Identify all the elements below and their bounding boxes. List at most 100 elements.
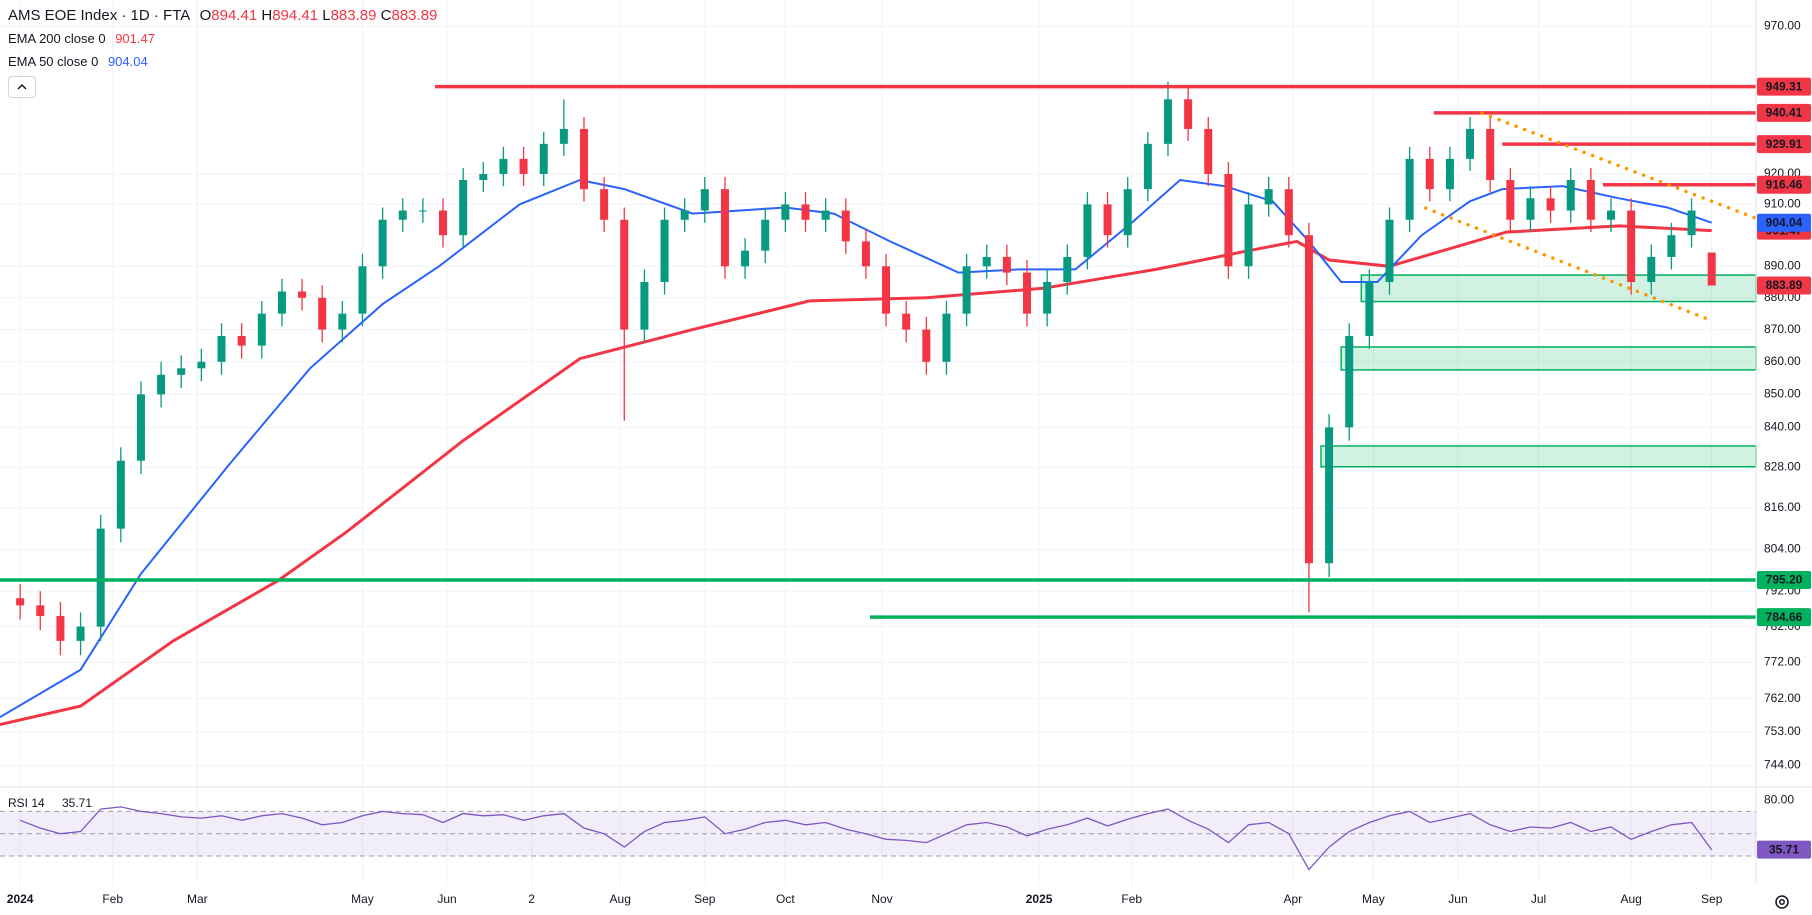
candle-body bbox=[1083, 204, 1092, 257]
candle-body bbox=[519, 158, 528, 174]
candle-body bbox=[1586, 180, 1595, 220]
candle-body bbox=[1486, 128, 1495, 181]
candle-body bbox=[358, 266, 367, 314]
x-tick-label: May bbox=[1362, 892, 1385, 906]
x-tick-label: Jul bbox=[1531, 892, 1546, 906]
candle-body bbox=[1445, 158, 1454, 190]
y-tick-label: 80.00 bbox=[1764, 792, 1794, 806]
candle-body bbox=[1143, 143, 1152, 190]
candle-body bbox=[761, 219, 770, 251]
candle-body bbox=[579, 128, 588, 190]
x-tick-label: Nov bbox=[871, 892, 892, 906]
candle-body bbox=[700, 189, 709, 211]
x-tick-label: Sep bbox=[1701, 892, 1723, 906]
candle-body bbox=[36, 605, 45, 616]
candle-body bbox=[177, 368, 186, 375]
candle-body bbox=[1385, 219, 1394, 282]
rsi-name: RSI 14 bbox=[8, 796, 45, 810]
candle-body bbox=[922, 329, 931, 362]
candle-body bbox=[439, 210, 448, 236]
candle-body bbox=[1526, 198, 1535, 220]
x-tick-label: Jun bbox=[1448, 892, 1467, 906]
candle-body bbox=[398, 210, 407, 220]
price-label-box bbox=[1757, 135, 1811, 154]
y-tick-label: 850.00 bbox=[1764, 387, 1801, 401]
chevron-icon bbox=[17, 83, 27, 90]
candle-body bbox=[902, 313, 911, 330]
x-tick-label: Aug bbox=[610, 892, 631, 906]
price-label: 883.89 bbox=[1766, 278, 1803, 292]
candle-body bbox=[821, 210, 830, 220]
y-tick-label: 860.00 bbox=[1764, 354, 1801, 368]
candle-body bbox=[1405, 158, 1414, 220]
y-tick-label: 804.00 bbox=[1764, 541, 1801, 555]
candle-body bbox=[962, 266, 971, 314]
candle-body bbox=[16, 598, 25, 606]
price-label-box bbox=[1757, 608, 1811, 627]
candle-body bbox=[1304, 235, 1313, 564]
candle-body bbox=[1425, 158, 1434, 190]
candle-body bbox=[680, 210, 689, 220]
collapse-button[interactable] bbox=[8, 76, 36, 98]
settings-button[interactable] bbox=[1772, 892, 1792, 912]
candle-body bbox=[1566, 180, 1575, 211]
trend-line bbox=[1480, 111, 1762, 222]
candle-body bbox=[720, 189, 729, 267]
candle-body bbox=[982, 256, 991, 267]
y-tick-label: 870.00 bbox=[1764, 322, 1801, 336]
candle-body bbox=[1023, 272, 1032, 314]
indicator-value: 901.47 bbox=[115, 31, 155, 46]
y-tick-label: 816.00 bbox=[1764, 500, 1801, 514]
candle-body bbox=[539, 143, 548, 174]
x-tick-label: 2 bbox=[528, 892, 535, 906]
ohlc-value: 894.41 bbox=[211, 7, 258, 24]
x-tick-label: Aug bbox=[1620, 892, 1641, 906]
candle-body bbox=[1607, 210, 1616, 220]
legend: AMS EOE Index · 1D · FTA O894.41 H894.41… bbox=[8, 4, 437, 73]
x-tick-label: Oct bbox=[776, 892, 795, 906]
price-label: 916.46 bbox=[1766, 177, 1803, 191]
candle-body bbox=[277, 291, 286, 314]
candle-body bbox=[600, 189, 609, 220]
x-tick-label: Apr bbox=[1283, 892, 1302, 906]
candle-body bbox=[781, 204, 790, 220]
candle-body bbox=[1204, 128, 1213, 174]
ohlc-label: H bbox=[261, 7, 273, 24]
candle-body bbox=[1667, 235, 1676, 257]
candle-body bbox=[418, 210, 427, 212]
candle-body bbox=[116, 460, 125, 529]
price-label: 940.41 bbox=[1766, 106, 1803, 120]
candle-body bbox=[459, 180, 468, 236]
price-label-box bbox=[1757, 77, 1811, 96]
candle-body bbox=[1325, 427, 1334, 564]
zone bbox=[1360, 274, 1757, 303]
candle-body bbox=[237, 336, 246, 346]
x-tick-label: May bbox=[351, 892, 374, 906]
price-label: 35.71 bbox=[1769, 842, 1799, 856]
candle-body bbox=[559, 128, 568, 144]
candle-body bbox=[841, 210, 850, 242]
price-label-box bbox=[1757, 213, 1811, 232]
x-tick-label: 2025 bbox=[1026, 892, 1053, 906]
rsi-value: 35.71 bbox=[62, 796, 92, 810]
ohlc-label: C bbox=[380, 7, 392, 24]
y-tick-label: 910.00 bbox=[1764, 197, 1801, 211]
candle-body bbox=[1546, 198, 1555, 211]
y-tick-label: 762.00 bbox=[1764, 691, 1801, 705]
candle-body bbox=[1224, 173, 1233, 267]
candle-body bbox=[1184, 99, 1193, 129]
indicator-name: EMA 50 close 0 bbox=[8, 54, 99, 69]
ohlc-value: 894.41 bbox=[272, 7, 319, 24]
candle-body bbox=[217, 336, 226, 362]
x-tick-label: Mar bbox=[187, 892, 208, 906]
candle-body bbox=[257, 313, 266, 346]
zone bbox=[1340, 346, 1757, 371]
indicator-name: EMA 200 close 0 bbox=[8, 31, 106, 46]
price-label-box bbox=[1757, 175, 1811, 194]
candle-body bbox=[479, 173, 488, 181]
price-label: 904.04 bbox=[1766, 215, 1803, 229]
candle-body bbox=[1707, 252, 1716, 286]
candle-body bbox=[378, 219, 387, 267]
candle-body bbox=[741, 250, 750, 267]
